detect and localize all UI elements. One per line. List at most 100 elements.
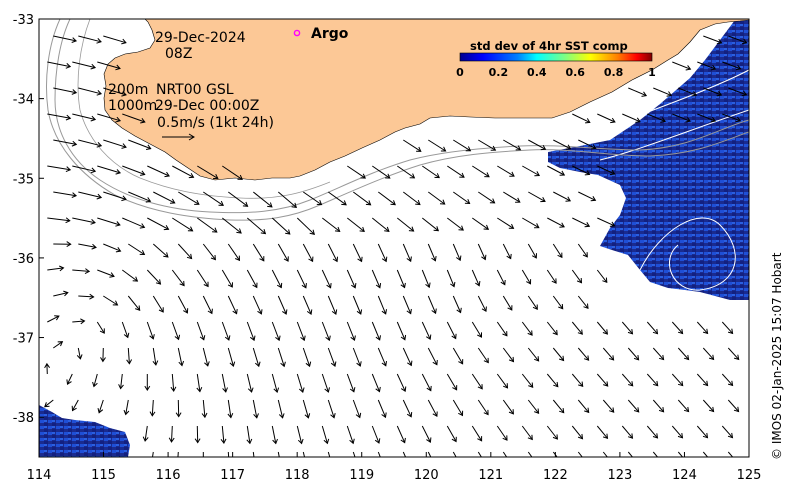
current-vector-arrow: [346, 217, 365, 232]
current-vector-arrow: [252, 295, 262, 315]
current-vector-arrowhead: [641, 91, 648, 97]
current-vector-arrow: [227, 451, 230, 457]
current-vector-arrow: [371, 425, 380, 444]
current-vector-arrowhead: [508, 409, 514, 415]
current-vector-arrowhead: [297, 438, 304, 445]
current-vector-arrow: [446, 269, 455, 287]
current-vector-arrow: [271, 373, 278, 393]
current-vector-arrowhead: [115, 247, 122, 253]
current-vector-arrow: [447, 165, 465, 178]
current-vector-arrowhead: [710, 116, 717, 123]
current-vector-arrowhead: [439, 199, 446, 205]
current-vector-arrow: [227, 243, 240, 261]
current-vector-arrowhead: [84, 268, 91, 275]
current-vector-arrowhead: [464, 199, 471, 205]
current-vector-arrow: [346, 269, 356, 289]
current-vector-arrowhead: [149, 334, 155, 340]
current-vector-arrowhead: [584, 222, 591, 228]
current-vector-arrow: [703, 35, 722, 44]
current-vector-arrow: [98, 399, 104, 413]
current-vector-arrow: [402, 191, 421, 205]
current-vector-arrow: [122, 217, 145, 228]
current-vector-arrowhead: [733, 354, 740, 361]
current-vector-arrow: [352, 451, 356, 457]
current-vector-arrow: [103, 295, 118, 306]
current-vector-arrowhead: [115, 169, 122, 175]
current-vector-arrowhead: [186, 253, 193, 260]
current-vector-arrow: [302, 451, 306, 457]
current-vector-arrowhead: [578, 381, 584, 388]
current-vector-arrowhead: [527, 434, 533, 441]
current-vector-arrow: [321, 269, 332, 289]
current-vector-arrow: [496, 321, 508, 337]
current-vector-arrowhead: [283, 256, 289, 262]
current-vector-arrowhead: [407, 360, 413, 367]
current-vector-arrowhead: [683, 406, 690, 413]
current-vector-arrow: [327, 399, 335, 418]
current-vector-arrowhead: [58, 265, 65, 272]
current-vector-arrowhead: [406, 256, 412, 263]
current-vector-arrow: [196, 373, 201, 392]
current-vector-arrowhead: [267, 202, 273, 208]
current-vector-arrow: [97, 269, 115, 277]
current-vector-arrow: [222, 165, 243, 180]
current-vector-arrowhead: [149, 463, 154, 467]
current-vector-arrow: [403, 139, 422, 152]
current-vector-arrowhead: [309, 229, 315, 235]
current-vector-arrowhead: [300, 335, 306, 342]
current-vector-arrowhead: [174, 334, 181, 341]
current-vector-arrowhead: [733, 406, 740, 413]
current-vector-arrow: [296, 373, 304, 393]
x-tick-label: 119: [349, 468, 374, 483]
current-vector-arrow: [78, 35, 102, 43]
current-vector-arrow: [203, 191, 224, 206]
colorbar-tick-label: 0.8: [604, 66, 624, 79]
current-vector-arrowhead: [577, 433, 584, 440]
current-vector-arrowhead: [351, 283, 357, 289]
current-vector-arrowhead: [242, 201, 249, 207]
current-vector-arrow: [327, 347, 336, 367]
current-vector-arrow: [47, 315, 60, 323]
current-vector-arrow: [497, 165, 515, 177]
current-vector-arrowhead: [515, 197, 521, 203]
current-vector-arrow: [396, 373, 406, 392]
colorbar-title: std dev of 4hr SST comp: [470, 39, 628, 53]
current-vector-arrowhead: [709, 459, 714, 464]
current-vector-arrow: [53, 341, 63, 349]
current-vector-arrow: [427, 243, 436, 261]
current-vector-arrowhead: [188, 172, 195, 179]
current-vector-arrow: [397, 165, 415, 179]
plot-frame: [38, 18, 750, 458]
current-vector-arrowhead: [702, 380, 709, 387]
current-vector-arrowhead: [416, 146, 422, 152]
current-vector-arrowhead: [332, 256, 338, 263]
current-vector-arrowhead: [609, 460, 613, 465]
current-vector-arrow: [522, 217, 540, 229]
current-vector-arrowhead: [484, 172, 490, 178]
current-vector-arrowhead: [375, 386, 381, 393]
product-time-label: 29-Dec 00:00Z: [155, 98, 259, 114]
current-vector-arrowhead: [357, 256, 363, 263]
current-vector-arrowhead: [115, 116, 122, 123]
current-vector-arrowhead: [227, 413, 234, 419]
current-vector-arrow: [152, 347, 157, 365]
current-vector-arrowhead: [236, 228, 242, 234]
current-vector-arrowhead: [194, 199, 200, 205]
argo-label: Argo: [311, 26, 349, 42]
current-vector-arrowhead: [653, 380, 659, 387]
current-vector-arrow: [246, 321, 255, 341]
current-vector-arrow: [602, 399, 615, 413]
current-vector-arrowhead: [741, 38, 748, 45]
current-vector-arrow: [171, 269, 185, 286]
current-vector-arrowhead: [121, 195, 127, 202]
current-vector-arrow: [396, 321, 406, 340]
current-vector-arrowhead: [65, 114, 72, 121]
current-vector-arrowhead: [201, 412, 208, 419]
current-vector-arrowhead: [553, 381, 559, 388]
current-vector-arrowhead: [224, 335, 231, 341]
current-vector-arrow: [528, 139, 546, 150]
current-vector-arrowhead: [349, 387, 356, 393]
y-tick-label: -35: [13, 172, 34, 187]
current-vector-arrow: [47, 267, 64, 271]
current-vector-arrowhead: [400, 334, 407, 341]
